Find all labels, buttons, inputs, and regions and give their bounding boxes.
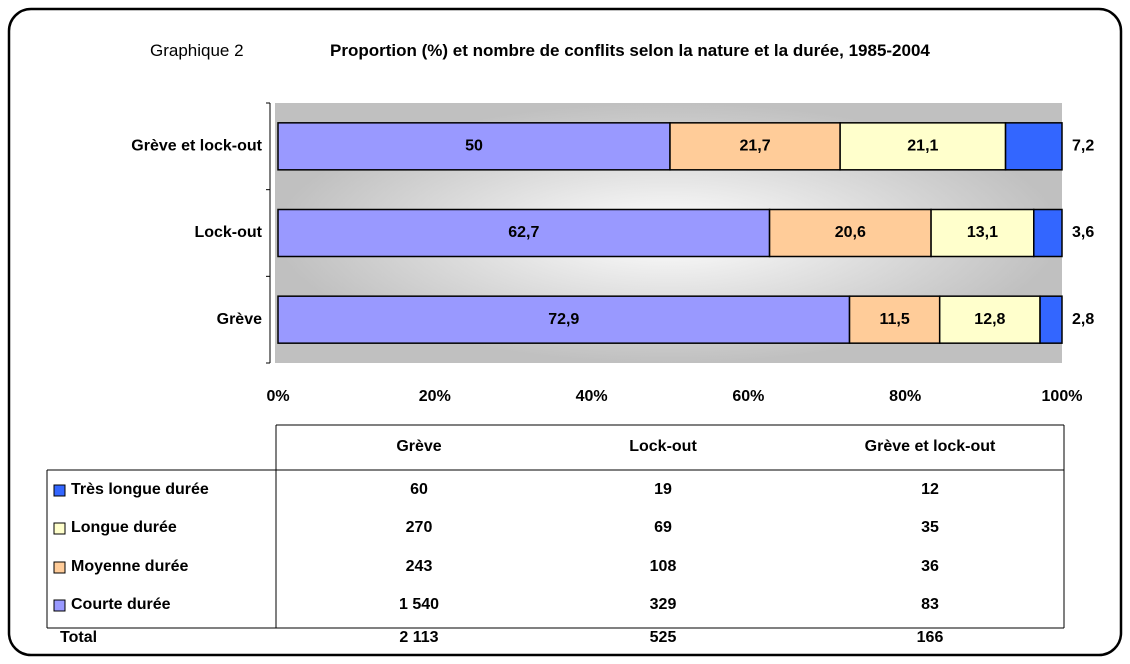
- bar-segment: [277, 295, 851, 344]
- table-cell: 19: [654, 481, 672, 498]
- total-label: Total: [60, 629, 97, 646]
- table-cell: 329: [650, 596, 677, 613]
- bar-segment: [1004, 122, 1063, 171]
- row-label: Moyenne durée: [71, 558, 188, 575]
- category-label: Grève et lock-out: [131, 138, 262, 155]
- table-cell: 35: [921, 519, 939, 536]
- value-label: 21,1: [907, 138, 938, 155]
- figure-label: Graphique 2: [150, 41, 244, 60]
- category-label: Lock-out: [194, 224, 262, 241]
- x-tick-label: 100%: [1042, 388, 1083, 405]
- legend-swatch: [53, 522, 66, 535]
- table-cell: 108: [650, 558, 677, 575]
- table-cell: 243: [406, 558, 433, 575]
- table-header: Lock-out: [629, 438, 697, 455]
- x-tick-label: 0%: [266, 388, 289, 405]
- bar-segment: [768, 208, 932, 258]
- bar-segment: [277, 208, 771, 258]
- x-tick-label: 60%: [732, 388, 764, 405]
- value-label: 62,7: [508, 224, 539, 241]
- row-label: Courte durée: [71, 596, 171, 613]
- x-tick-label: 40%: [576, 388, 608, 405]
- value-label: 12,8: [974, 311, 1005, 328]
- table-cell: 1 540: [399, 596, 439, 613]
- bar-segment: [669, 122, 841, 171]
- value-label: 50: [465, 138, 483, 155]
- value-label: 11,5: [879, 311, 909, 328]
- bar-segment: [1039, 295, 1063, 344]
- total-cell: 166: [917, 629, 944, 646]
- value-label: 3,6: [1072, 224, 1094, 241]
- table-cell: 69: [654, 519, 672, 536]
- row-label: Longue durée: [71, 519, 177, 536]
- x-tick-label: 20%: [419, 388, 451, 405]
- table-header: Grève et lock-out: [865, 438, 996, 455]
- legend-swatch: [53, 561, 66, 574]
- bar-segment: [277, 122, 671, 171]
- value-label: 20,6: [835, 224, 866, 241]
- value-label: 7,2: [1072, 138, 1094, 155]
- table-cell: 12: [921, 481, 939, 498]
- value-label: 21,7: [739, 138, 770, 155]
- chart-title: Proportion (%) et nombre de conflits sel…: [330, 41, 930, 60]
- value-label: 2,8: [1072, 311, 1094, 328]
- x-tick-label: 80%: [889, 388, 921, 405]
- legend-swatch: [53, 599, 66, 612]
- table-cell: 60: [410, 481, 428, 498]
- table-cell: 270: [406, 519, 433, 536]
- table-cell: 36: [921, 558, 939, 575]
- value-label: 13,1: [967, 224, 998, 241]
- bar-segment: [930, 208, 1035, 258]
- table-header: Grève: [396, 438, 441, 455]
- category-label: Grève: [217, 311, 262, 328]
- total-cell: 525: [650, 629, 677, 646]
- bar-segment: [1033, 208, 1063, 258]
- total-cell: 2 113: [399, 629, 438, 646]
- table-cell: 83: [921, 596, 939, 613]
- row-label: Très longue durée: [71, 481, 209, 498]
- legend-swatch: [53, 484, 66, 497]
- bar-segment: [938, 295, 1041, 344]
- value-label: 72,9: [548, 311, 579, 328]
